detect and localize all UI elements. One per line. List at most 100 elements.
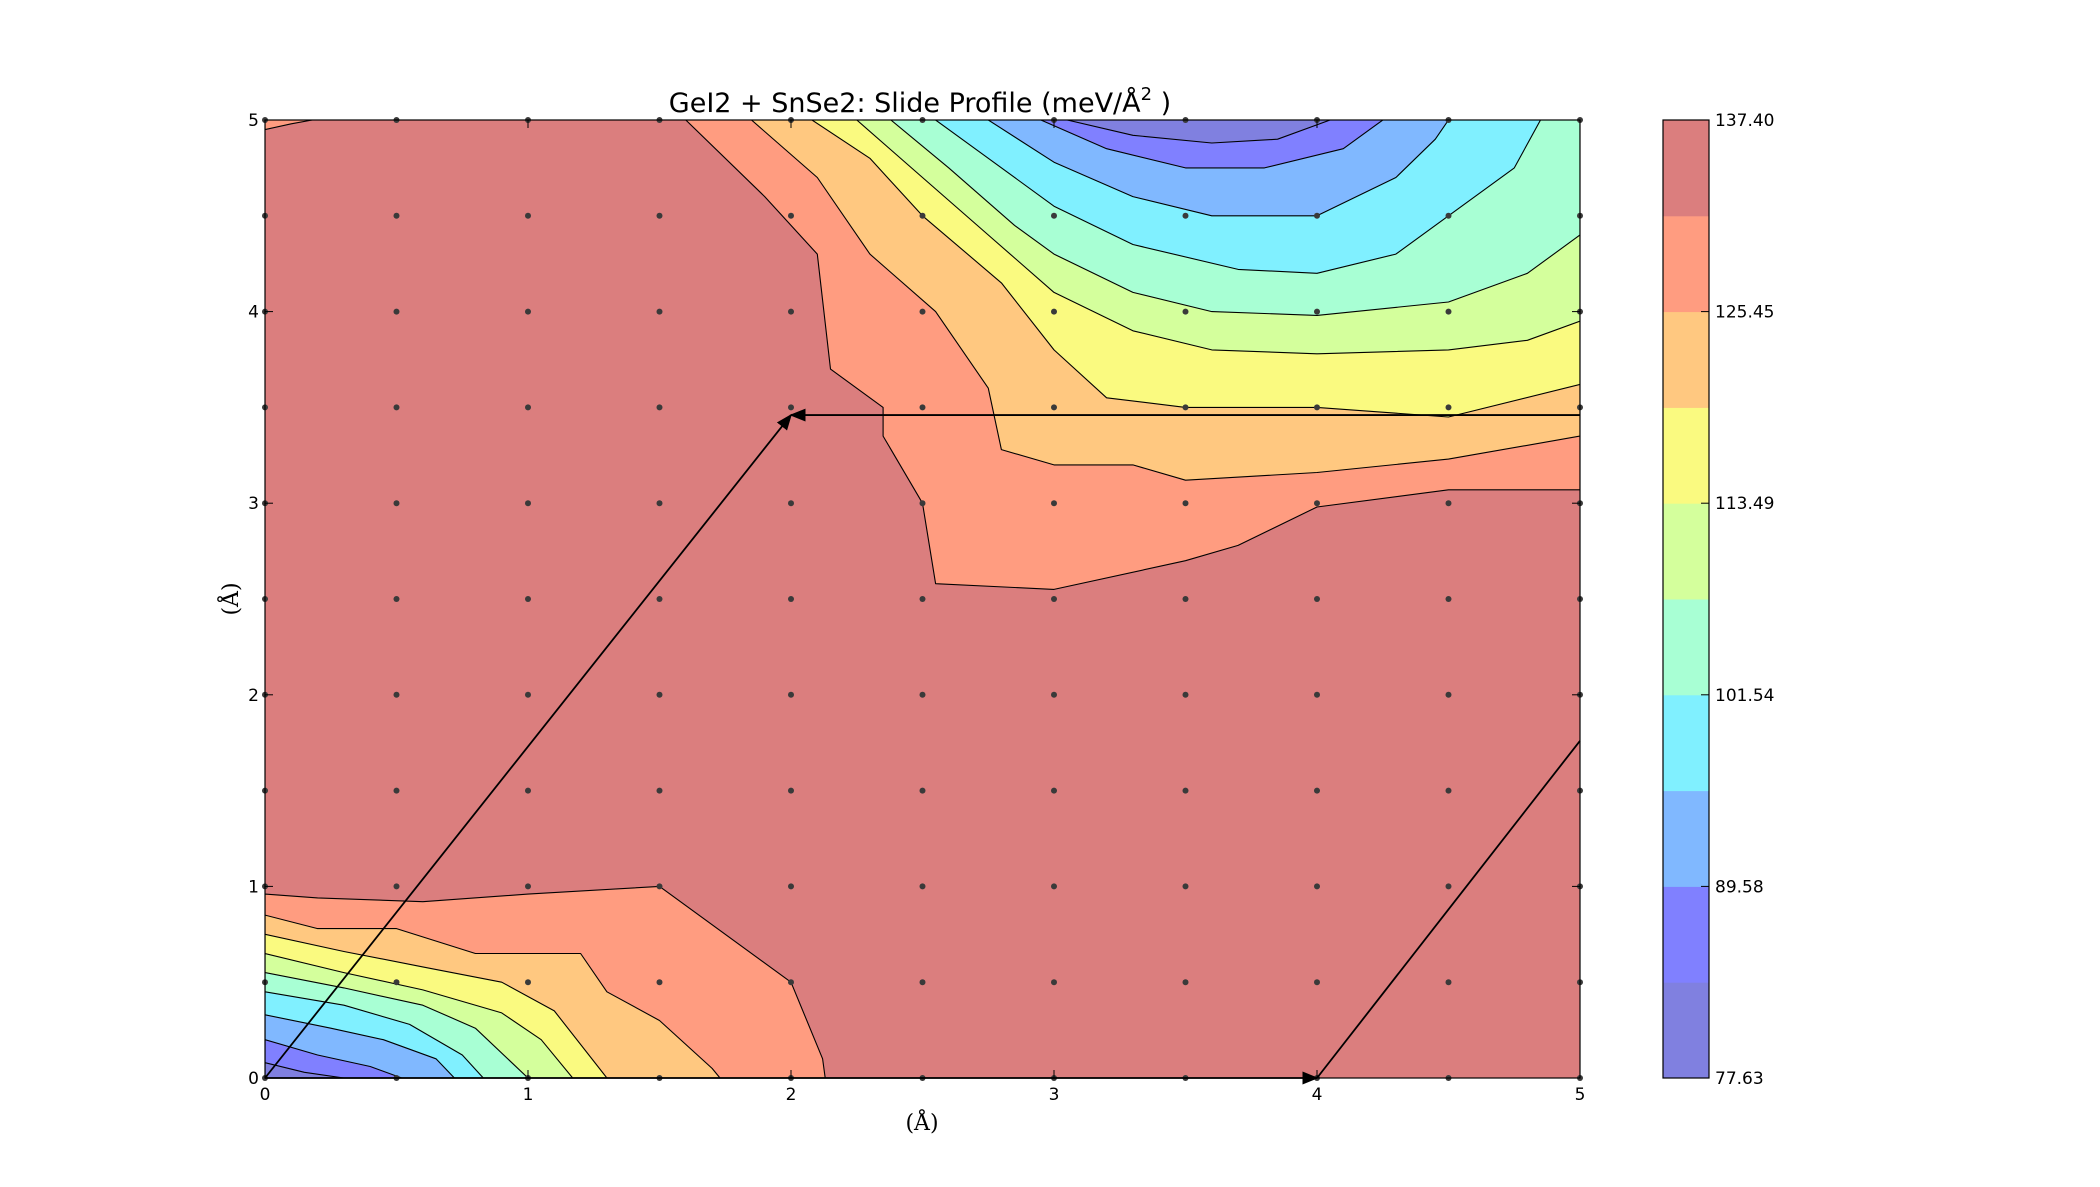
sample-point bbox=[656, 787, 663, 794]
sample-point bbox=[1051, 979, 1057, 986]
sample-point bbox=[656, 596, 663, 602]
x-axis-ticks: 0 1 2 3 4 5 bbox=[260, 120, 1586, 1105]
sample-point bbox=[393, 691, 400, 698]
sample-point bbox=[1314, 212, 1320, 219]
sample-point bbox=[919, 212, 926, 219]
sample-point bbox=[1182, 979, 1189, 986]
sample-point bbox=[1051, 308, 1057, 315]
chart-title-superscript: 2 bbox=[1141, 84, 1152, 105]
sample-point bbox=[788, 691, 794, 698]
sample-point bbox=[1182, 404, 1189, 411]
sample-point bbox=[919, 883, 926, 890]
sample-point bbox=[919, 787, 926, 794]
sample-point bbox=[919, 596, 926, 602]
plot-area: 0 1 2 3 4 5 0 1 2 3 4 5 bbox=[248, 111, 1585, 1105]
chart-title-main: GeI2 + SnSe2: Slide Profile (meV/Å bbox=[669, 87, 1141, 119]
sample-point bbox=[1445, 212, 1452, 219]
sample-point bbox=[393, 500, 400, 507]
y-tick-label: 0 bbox=[248, 1069, 259, 1089]
sample-point bbox=[1182, 500, 1189, 507]
sample-point bbox=[1314, 787, 1320, 794]
sample-point bbox=[1445, 787, 1452, 794]
sample-point bbox=[1445, 596, 1452, 602]
colorbar-band bbox=[1663, 599, 1709, 696]
sample-point bbox=[393, 308, 400, 315]
colorbar-band bbox=[1663, 982, 1709, 1079]
sample-point bbox=[525, 212, 531, 219]
colorbar-tick-label: 137.40 bbox=[1715, 111, 1774, 131]
colorbar-band bbox=[1663, 407, 1709, 504]
sample-point bbox=[1051, 404, 1057, 411]
sample-point bbox=[656, 883, 663, 890]
sample-point bbox=[1051, 212, 1057, 219]
sample-point bbox=[393, 787, 400, 794]
colorbar: 137.40 125.45 113.49 101.54 89.58 77.63 bbox=[1662, 111, 1774, 1089]
y-axis-label: (Å) bbox=[216, 582, 244, 615]
contour-region-18 bbox=[265, 1062, 345, 1078]
colorbar-band bbox=[1663, 311, 1709, 408]
colorbar-ticks: 137.40 125.45 113.49 101.54 89.58 77.63 bbox=[1701, 111, 1774, 1089]
sample-point bbox=[1314, 404, 1320, 411]
contour-region-16 bbox=[265, 1039, 403, 1078]
sample-point bbox=[1314, 596, 1320, 602]
y-tick-label: 4 bbox=[248, 303, 259, 323]
colorbar-tick-label: 89.58 bbox=[1715, 877, 1764, 897]
sample-point bbox=[1182, 212, 1189, 219]
colorbar-tick-label: 125.45 bbox=[1715, 303, 1774, 323]
sample-point bbox=[393, 596, 400, 602]
path-vector-1 bbox=[264, 413, 793, 1079]
contour-region-19 bbox=[1066, 120, 1331, 144]
plot-frame bbox=[264, 119, 1581, 1079]
sample-point bbox=[1051, 596, 1057, 602]
sample-point bbox=[525, 787, 531, 794]
sample-point bbox=[393, 883, 400, 890]
sample-point bbox=[525, 308, 531, 315]
y-tick-label: 5 bbox=[248, 111, 259, 131]
y-tick-label: 2 bbox=[248, 686, 259, 706]
chart-title: GeI2 + SnSe2: Slide Profile (meV/Å2 ) bbox=[669, 84, 1171, 119]
sample-point bbox=[1182, 691, 1189, 698]
sample-point bbox=[656, 404, 663, 411]
sample-point bbox=[1182, 308, 1189, 315]
sample-point bbox=[1314, 500, 1320, 507]
sample-point bbox=[788, 979, 794, 986]
sample-point bbox=[1182, 787, 1189, 794]
sample-point bbox=[1445, 691, 1452, 698]
colorbar-band bbox=[1663, 694, 1709, 792]
sample-point bbox=[393, 404, 400, 411]
path-vector-3 bbox=[1316, 740, 1581, 1079]
sample-point bbox=[1051, 500, 1057, 507]
contour-layer bbox=[265, 120, 1580, 1078]
colorbar-frame bbox=[1662, 119, 1710, 1079]
x-tick-label: 3 bbox=[1049, 1085, 1060, 1105]
sample-point bbox=[1314, 883, 1320, 890]
sample-point bbox=[393, 979, 400, 986]
colorbar-band bbox=[1663, 120, 1709, 217]
x-tick-label: 2 bbox=[786, 1085, 797, 1105]
colorbar-tick-label: 77.63 bbox=[1715, 1069, 1764, 1089]
sample-point bbox=[656, 500, 663, 507]
sample-point bbox=[788, 883, 794, 890]
sample-point bbox=[788, 308, 794, 315]
sample-point bbox=[525, 691, 531, 698]
sample-point bbox=[788, 787, 794, 794]
colorbar-band bbox=[1663, 886, 1709, 983]
x-tick-label: 5 bbox=[1575, 1085, 1586, 1105]
sample-point bbox=[788, 500, 794, 507]
sample-point bbox=[1445, 500, 1452, 507]
sample-point bbox=[919, 500, 926, 507]
y-axis-ticks: 0 1 2 3 4 5 bbox=[248, 111, 1580, 1089]
sample-point bbox=[1051, 883, 1057, 890]
sample-point bbox=[1182, 883, 1189, 890]
sample-point bbox=[1445, 404, 1452, 411]
colorbar-band bbox=[1663, 503, 1709, 600]
contour-region-3 bbox=[265, 120, 313, 131]
sample-point bbox=[919, 404, 926, 411]
sample-point bbox=[656, 691, 663, 698]
sample-point bbox=[1314, 308, 1320, 315]
sample-point bbox=[788, 596, 794, 602]
sample-point bbox=[1051, 691, 1057, 698]
sample-point bbox=[1182, 596, 1189, 602]
sample-point bbox=[919, 308, 926, 315]
colorbar-tick-label: 101.54 bbox=[1715, 686, 1774, 706]
